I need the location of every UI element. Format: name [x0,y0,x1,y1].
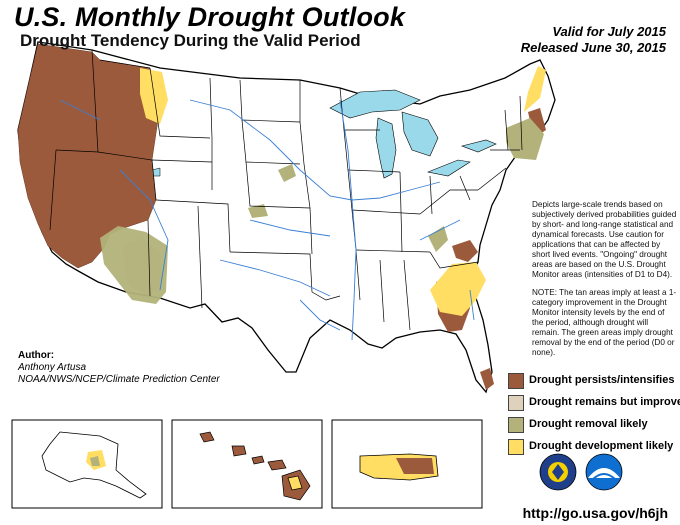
validity-block: Valid for July 2015 Released June 30, 20… [521,24,666,56]
state-boundaries [49,49,523,331]
legend-swatch [508,439,524,455]
drought-removal-southwest [100,226,168,304]
lake-superior [329,89,421,119]
drought-removal-nebraska [278,164,296,182]
rivers [59,99,475,341]
valid-period: Valid for July 2015 [552,24,666,39]
legend-item-improves: Drought remains but improves [508,395,680,412]
legend-swatch [508,373,524,389]
author-name: Anthony Artusa [18,362,87,373]
legend-item-removal: Drought removal likely [508,417,680,434]
description-note: NOTE: The tan areas imply at least a 1-c… [532,288,677,357]
drought-development-newengland [524,66,546,112]
hawaii-islands [199,431,311,501]
legend-label: Drought remains but improves [529,396,680,408]
noaa-logo [539,453,577,491]
legend-item-development: Drought development likely [508,439,680,456]
description-paragraph: Depicts large-scale trends based on subj… [532,200,677,279]
drought-removal-northeast [506,118,544,160]
drought-persists-southeast-2 [452,240,478,262]
drought-removal-virginia [428,226,448,252]
alaska-drought-removal [90,456,100,466]
legend-label: Drought removal likely [529,418,648,430]
page-subtitle: Drought Tendency During the Valid Period [20,31,361,50]
legend-item-persists: Drought persists/intensifies [508,373,680,390]
author-block: Author: Anthony Artusa NOAA/NWS/NCEP/Cli… [18,350,220,386]
nws-logo [585,453,623,491]
lake-erie [426,159,471,177]
puerto-rico-drought-persists [396,458,434,474]
source-link[interactable]: http://go.usa.gov/h6jh [522,505,668,521]
legend-swatch [508,417,524,433]
legend-label: Drought development likely [529,440,674,452]
drought-removal-kansas [248,204,268,218]
lake-michigan [375,117,397,179]
map-description: Depicts large-scale trends based on subj… [532,200,677,366]
lake-huron [401,111,439,157]
page-title: U.S. Monthly Drought Outlook [14,2,406,32]
drought-persists-florida [480,368,494,390]
author-heading: Author: [18,350,55,361]
legend-swatch [508,395,524,411]
author-organization: NOAA/NWS/NCEP/Climate Prediction Center [18,374,220,385]
lake-ontario [460,139,497,153]
release-date: Released June 30, 2015 [520,40,666,55]
legend-label: Drought persists/intensifies [529,374,675,386]
